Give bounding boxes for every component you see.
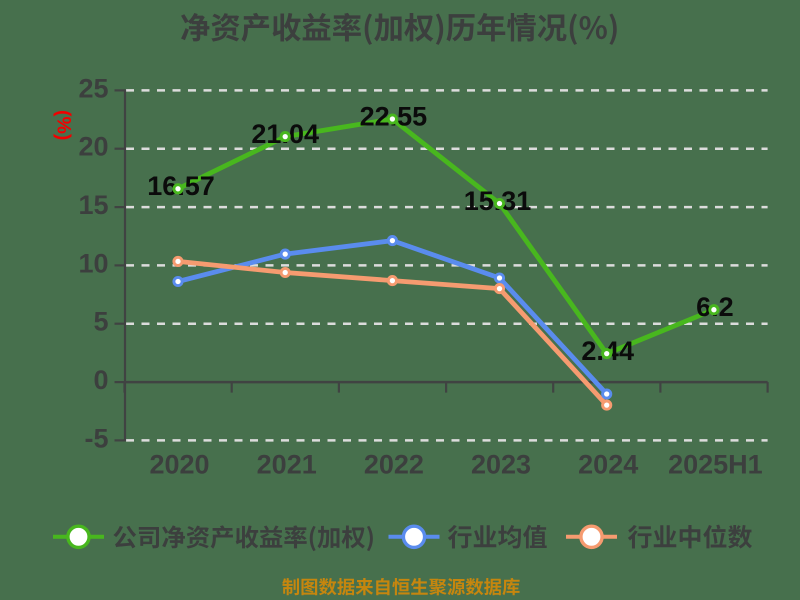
svg-text:15: 15 — [78, 190, 108, 220]
svg-text:25: 25 — [78, 73, 108, 103]
svg-text:5: 5 — [93, 307, 108, 337]
svg-text:2023: 2023 — [471, 450, 531, 480]
svg-text:2021: 2021 — [257, 450, 317, 480]
svg-text:0: 0 — [93, 365, 108, 395]
svg-text:2020: 2020 — [149, 450, 209, 480]
svg-text:2025H1: 2025H1 — [668, 450, 763, 480]
svg-text:-5: -5 — [84, 423, 108, 453]
svg-text:2024: 2024 — [578, 450, 638, 480]
svg-text:10: 10 — [78, 248, 108, 278]
svg-text:(%): (%) — [53, 110, 75, 140]
svg-text:20: 20 — [78, 132, 108, 162]
svg-text:2022: 2022 — [364, 450, 424, 480]
